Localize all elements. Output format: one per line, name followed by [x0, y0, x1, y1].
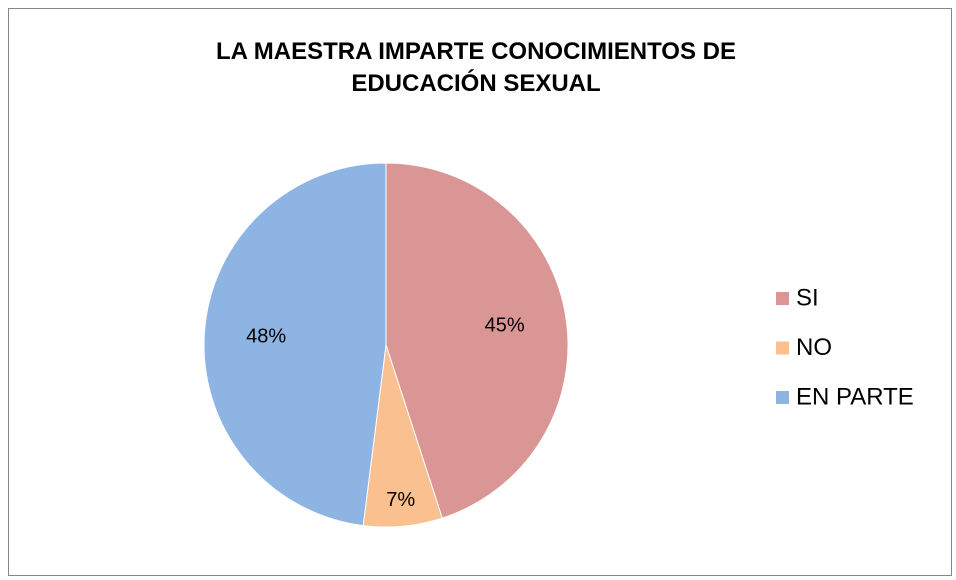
chart-title: LA MAESTRA IMPARTE CONOCIMIENTOS DE EDUC…	[215, 38, 736, 97]
legend-label: NO	[796, 334, 832, 361]
data-label: 48%	[246, 326, 286, 348]
pie-slice	[203, 162, 387, 527]
legend-label: SI	[796, 284, 819, 311]
legend-swatch	[776, 292, 789, 305]
pie-slice	[385, 162, 569, 519]
data-label: 45%	[485, 314, 525, 336]
chart-frame	[8, 8, 952, 576]
legend-swatch	[776, 391, 789, 404]
legend-label: EN PARTE	[796, 383, 914, 410]
data-label: 7%	[386, 489, 415, 511]
legend-swatch	[776, 341, 789, 355]
